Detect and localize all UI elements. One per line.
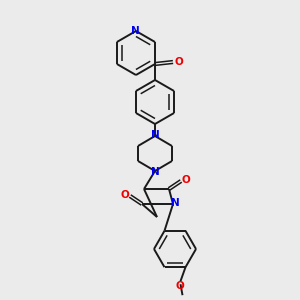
Text: O: O xyxy=(121,190,129,200)
Text: N: N xyxy=(130,26,139,36)
Text: O: O xyxy=(175,281,184,291)
Text: N: N xyxy=(171,198,179,208)
Text: N: N xyxy=(151,167,159,177)
Text: O: O xyxy=(182,175,190,185)
Text: O: O xyxy=(175,57,183,67)
Text: N: N xyxy=(151,130,159,140)
